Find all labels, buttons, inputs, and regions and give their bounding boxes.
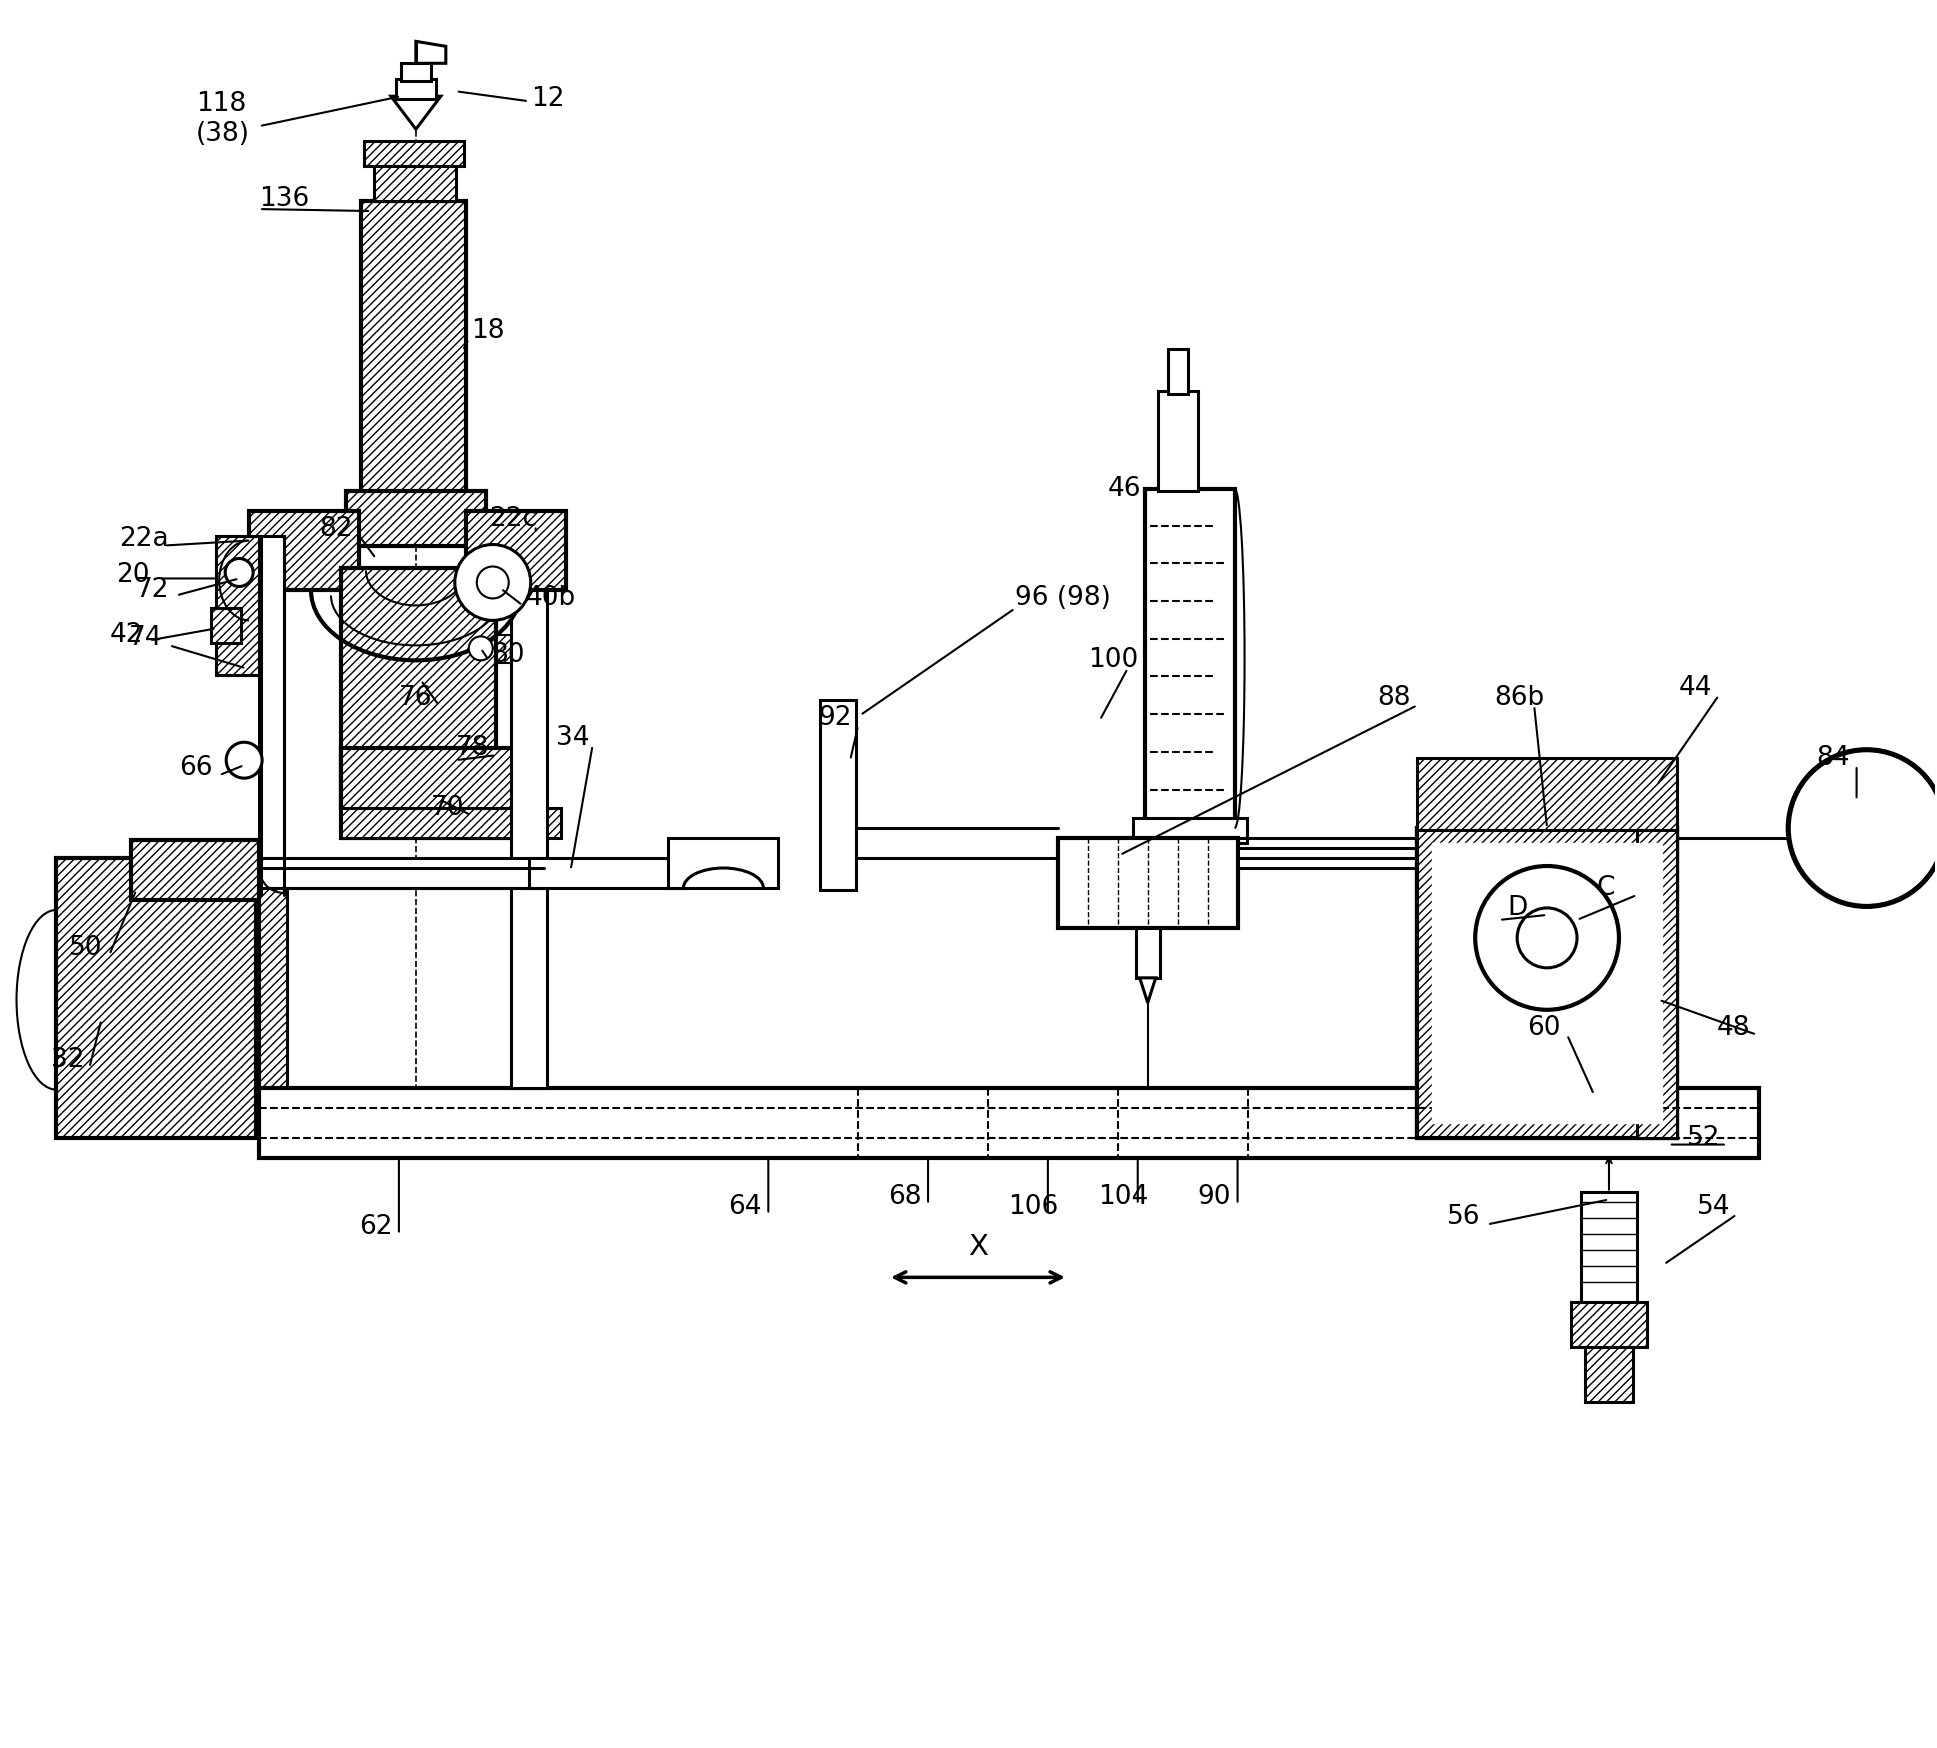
Bar bbox=[132, 841, 260, 900]
Text: 40b: 40b bbox=[525, 586, 575, 612]
Bar bbox=[211, 608, 242, 643]
Bar bbox=[341, 808, 560, 837]
Text: 70: 70 bbox=[430, 795, 465, 822]
Text: 50: 50 bbox=[70, 935, 103, 961]
Bar bbox=[250, 510, 358, 591]
Circle shape bbox=[225, 559, 254, 587]
Circle shape bbox=[477, 566, 509, 598]
Bar bbox=[1637, 829, 1677, 1138]
Bar bbox=[260, 535, 285, 895]
Circle shape bbox=[1788, 750, 1937, 905]
Bar bbox=[529, 858, 684, 888]
Bar bbox=[364, 142, 463, 166]
Bar bbox=[1168, 350, 1187, 393]
Text: 80: 80 bbox=[490, 642, 525, 668]
Bar bbox=[341, 568, 496, 808]
Bar bbox=[465, 510, 566, 591]
Text: 72: 72 bbox=[136, 577, 170, 603]
Text: 64: 64 bbox=[728, 1194, 761, 1220]
Bar bbox=[260, 858, 287, 1138]
Text: 42: 42 bbox=[108, 622, 143, 649]
Circle shape bbox=[469, 636, 492, 661]
Text: 56: 56 bbox=[1447, 1204, 1480, 1231]
Bar bbox=[360, 201, 465, 531]
Text: 100: 100 bbox=[1089, 647, 1139, 673]
Bar bbox=[56, 858, 256, 1138]
Text: 90: 90 bbox=[1197, 1185, 1232, 1210]
Text: 78: 78 bbox=[455, 736, 490, 760]
Polygon shape bbox=[1139, 977, 1156, 1003]
Bar bbox=[217, 535, 261, 675]
Bar bbox=[1584, 1348, 1633, 1402]
Bar bbox=[1431, 843, 1662, 1122]
Text: 44: 44 bbox=[1679, 675, 1712, 701]
Text: 74: 74 bbox=[130, 626, 163, 652]
Circle shape bbox=[227, 743, 261, 778]
Circle shape bbox=[455, 545, 531, 621]
Bar bbox=[395, 79, 436, 100]
Bar bbox=[1418, 829, 1677, 1138]
Text: 82: 82 bbox=[320, 516, 353, 542]
Bar bbox=[260, 1087, 1759, 1157]
Text: 118
(38): 118 (38) bbox=[196, 91, 250, 147]
Bar bbox=[1133, 818, 1247, 843]
Text: 54: 54 bbox=[1697, 1194, 1730, 1220]
Bar bbox=[1158, 392, 1197, 491]
Bar bbox=[1571, 1302, 1646, 1348]
Text: 88: 88 bbox=[1377, 685, 1410, 711]
Text: 92: 92 bbox=[817, 704, 852, 731]
Text: 68: 68 bbox=[889, 1185, 922, 1210]
Bar bbox=[463, 635, 511, 662]
Polygon shape bbox=[416, 42, 446, 63]
Text: 12: 12 bbox=[531, 86, 564, 112]
Text: 84: 84 bbox=[1817, 745, 1850, 771]
Bar bbox=[1135, 928, 1160, 977]
Bar bbox=[1153, 843, 1226, 872]
Text: 22a: 22a bbox=[120, 526, 169, 552]
Bar bbox=[1145, 489, 1234, 829]
Bar bbox=[341, 748, 525, 837]
Text: 62: 62 bbox=[358, 1215, 393, 1241]
Bar bbox=[1581, 1192, 1637, 1302]
Text: 32: 32 bbox=[52, 1047, 85, 1073]
Text: 86b: 86b bbox=[1493, 685, 1544, 711]
Bar bbox=[1437, 848, 1656, 1028]
Text: 34: 34 bbox=[556, 725, 589, 752]
Bar bbox=[1457, 895, 1491, 919]
Bar bbox=[1418, 759, 1677, 830]
Text: X: X bbox=[968, 1234, 988, 1262]
Text: 76: 76 bbox=[399, 685, 432, 711]
Text: 106: 106 bbox=[1007, 1194, 1058, 1220]
Polygon shape bbox=[391, 96, 442, 129]
Text: 96 (98): 96 (98) bbox=[1015, 586, 1110, 612]
Text: 66: 66 bbox=[180, 755, 213, 781]
Bar bbox=[401, 63, 430, 80]
Bar bbox=[819, 701, 856, 890]
Text: 48: 48 bbox=[1716, 1016, 1751, 1040]
Text: 52: 52 bbox=[1687, 1124, 1720, 1150]
Bar bbox=[347, 491, 486, 545]
Bar bbox=[1058, 837, 1238, 928]
Bar bbox=[1418, 829, 1677, 1138]
Text: 104: 104 bbox=[1098, 1185, 1149, 1210]
Bar bbox=[374, 163, 455, 201]
Circle shape bbox=[1476, 865, 1619, 1010]
Circle shape bbox=[1517, 907, 1577, 968]
Text: 46: 46 bbox=[1108, 475, 1141, 502]
Text: 60: 60 bbox=[1526, 1016, 1561, 1040]
Bar bbox=[1238, 848, 1418, 869]
Bar bbox=[511, 591, 546, 1087]
Text: D: D bbox=[1507, 895, 1528, 921]
Text: 20: 20 bbox=[116, 563, 149, 589]
Text: 136: 136 bbox=[260, 185, 310, 212]
Text: C: C bbox=[1596, 876, 1615, 900]
Bar bbox=[260, 858, 544, 888]
Text: 18: 18 bbox=[471, 318, 504, 344]
Bar bbox=[668, 837, 779, 888]
Text: 22c: 22c bbox=[488, 505, 537, 531]
